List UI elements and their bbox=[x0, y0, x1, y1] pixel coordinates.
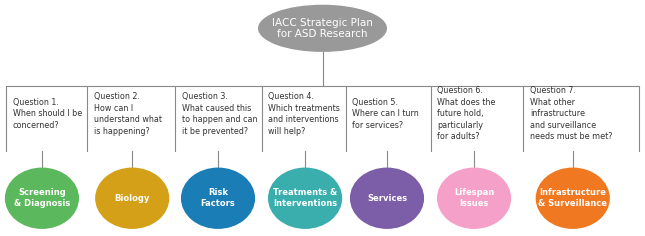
Ellipse shape bbox=[95, 168, 169, 229]
Text: Question 6.
What does the
future hold,
particularly
for adults?: Question 6. What does the future hold, p… bbox=[437, 86, 495, 141]
Text: Treatments &
Interventions: Treatments & Interventions bbox=[273, 188, 337, 208]
Text: Lifespan
Issues: Lifespan Issues bbox=[454, 188, 494, 208]
Text: Question 4.
Which treatments
and interventions
will help?: Question 4. Which treatments and interve… bbox=[268, 92, 340, 135]
Ellipse shape bbox=[181, 168, 255, 229]
Text: Screening
& Diagnosis: Screening & Diagnosis bbox=[14, 188, 70, 208]
Text: Infrastructure
& Surveillance: Infrastructure & Surveillance bbox=[539, 188, 607, 208]
Text: Question 5.
Where can I turn
for services?: Question 5. Where can I turn for service… bbox=[352, 98, 419, 130]
Text: Services: Services bbox=[367, 194, 407, 203]
Text: Question 3.
What caused this
to happen and can
it be prevented?: Question 3. What caused this to happen a… bbox=[182, 92, 257, 135]
Text: Question 1.
When should I be
concerned?: Question 1. When should I be concerned? bbox=[13, 98, 82, 130]
Text: Risk
Factors: Risk Factors bbox=[201, 188, 235, 208]
Text: IACC Strategic Plan
for ASD Research: IACC Strategic Plan for ASD Research bbox=[272, 17, 373, 39]
Text: Question 7.
What other
infrastructure
and surveillance
needs must be met?: Question 7. What other infrastructure an… bbox=[530, 86, 612, 141]
Ellipse shape bbox=[535, 168, 610, 229]
Ellipse shape bbox=[258, 5, 387, 52]
Ellipse shape bbox=[350, 168, 424, 229]
Ellipse shape bbox=[437, 168, 511, 229]
Text: Question 2.
How can I
understand what
is happening?: Question 2. How can I understand what is… bbox=[94, 92, 161, 135]
Ellipse shape bbox=[5, 168, 79, 229]
Ellipse shape bbox=[268, 168, 342, 229]
Text: Biology: Biology bbox=[115, 194, 150, 203]
